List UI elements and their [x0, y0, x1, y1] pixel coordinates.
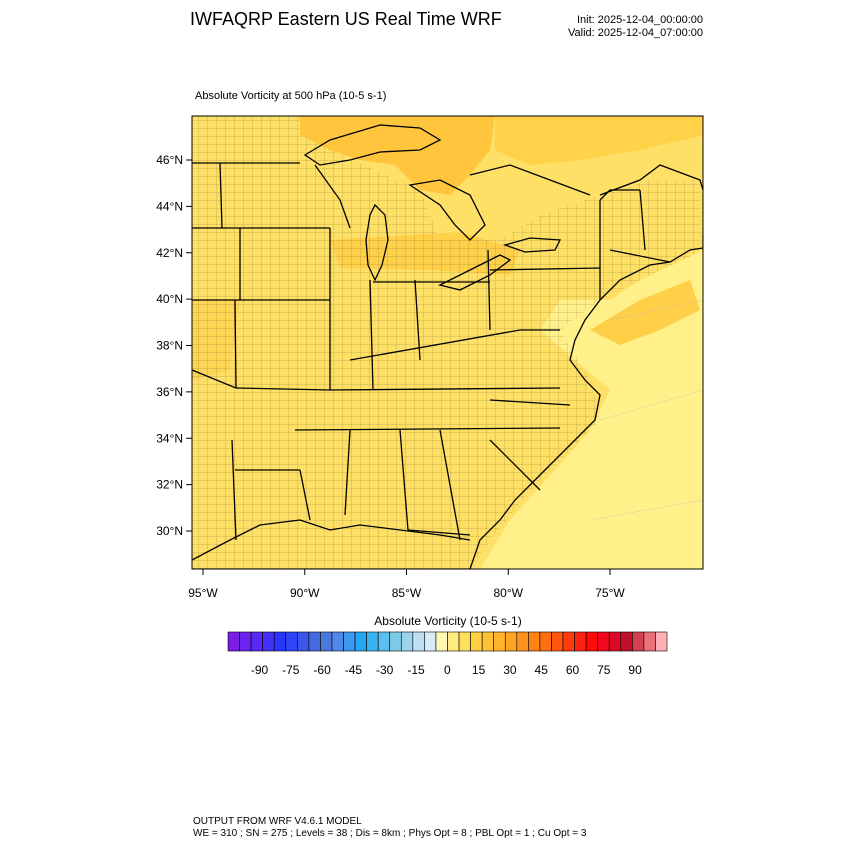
- colorbar-swatch: [273, 631, 287, 652]
- lake-superior: [303, 124, 442, 166]
- colorbar-swatch: [562, 631, 575, 652]
- vorticity-max-north: [300, 116, 495, 195]
- colorbar-swatch: [620, 631, 633, 652]
- lake-erie: [438, 254, 512, 291]
- colorbar-tick-label: 75: [597, 663, 611, 677]
- colorbar-swatch: [343, 631, 356, 652]
- colorbar-swatch: [481, 631, 495, 652]
- coastlines: [192, 164, 703, 569]
- colorbar-swatch: [585, 631, 598, 652]
- state-borders: [192, 162, 671, 541]
- colorbar-swatch: [400, 631, 414, 652]
- lon-label: 75°W: [595, 586, 625, 600]
- colorbar-swatch: [389, 631, 402, 652]
- footer-config: WE = 310 ; SN = 275 ; Levels = 38 ; Dis …: [193, 828, 587, 839]
- lat-label: 42°N: [156, 246, 183, 260]
- colorbar-swatch: [493, 631, 506, 652]
- colorbar-swatch: [262, 631, 275, 652]
- colorbar-tick-label: -75: [282, 663, 300, 677]
- map-plot-area: [192, 116, 703, 569]
- colorbar-swatch: [574, 631, 587, 652]
- graticule: [589, 299, 703, 521]
- colorbar-swatch: [377, 631, 391, 652]
- colorbar-swatch: [551, 631, 564, 652]
- lat-label: 44°N: [156, 199, 183, 213]
- lat-label: 34°N: [156, 431, 183, 445]
- colorbar-tick-label: 15: [472, 663, 486, 677]
- vorticity-max-ne: [495, 116, 703, 165]
- colorbar-swatch: [424, 631, 437, 652]
- colorbar-tick-label: -30: [376, 663, 394, 677]
- colorbar-swatch: [470, 631, 483, 652]
- colorbar-swatch: [516, 631, 529, 652]
- colorbar-swatch: [227, 631, 240, 652]
- lake-huron: [408, 179, 486, 241]
- colorbar-swatch: [458, 631, 471, 652]
- colorbar-swatch: [320, 631, 333, 652]
- colorbar-tick-label: -15: [407, 663, 425, 677]
- lat-label: 36°N: [156, 385, 183, 399]
- colorbar-swatch: [435, 631, 448, 652]
- colorbar-swatch: [632, 631, 645, 652]
- colorbar-swatch: [447, 631, 460, 652]
- colorbar-tick-label: 60: [566, 663, 580, 677]
- lake-ontario: [502, 237, 562, 253]
- colorbar-tick-label: 90: [628, 663, 642, 677]
- colorbar-swatch: [297, 631, 310, 652]
- colorbar-swatch: [250, 631, 263, 652]
- colorbar-swatch: [285, 631, 298, 652]
- colorbar-tick-labels: -90 -75 -60 -45 -30 -15 0 15 30 45 60 75 90: [251, 663, 642, 677]
- longitude-axis: 95°W 90°W 85°W 80°W 75°W: [188, 569, 625, 600]
- colorbar-swatch: [239, 631, 252, 652]
- map-frame: [191, 115, 704, 570]
- lat-label: 32°N: [156, 478, 183, 492]
- colorbar-tick-label: -90: [251, 663, 269, 677]
- colorbar: [227, 631, 668, 652]
- lon-label: 85°W: [392, 586, 422, 600]
- colorbar-swatch: [331, 631, 344, 652]
- lon-label: 80°W: [494, 586, 524, 600]
- lake-michigan: [365, 203, 389, 282]
- lat-label: 38°N: [156, 339, 183, 353]
- main-title: IWFAQRP Eastern US Real Time WRF: [190, 9, 502, 29]
- lon-label: 90°W: [290, 586, 320, 600]
- colorbar-swatch: [308, 631, 321, 652]
- colorbar-tick-label: 45: [535, 663, 549, 677]
- lat-label: 30°N: [156, 524, 183, 538]
- colorbar-tick-label: -45: [345, 663, 363, 677]
- colorbar-swatch: [539, 631, 552, 652]
- lon-label: 95°W: [188, 586, 218, 600]
- lat-label: 40°N: [156, 292, 183, 306]
- footer-model: OUTPUT FROM WRF V4.6.1 MODEL: [193, 816, 362, 827]
- colorbar-swatch: [366, 631, 379, 652]
- colorbar-swatch: [643, 631, 656, 652]
- colorbar-swatch: [354, 631, 367, 652]
- colorbar-tick-label: -60: [313, 663, 331, 677]
- colorbar-swatch: [412, 631, 425, 652]
- valid-time: Valid: 2025-12-04_07:00:00: [568, 27, 703, 39]
- colorbar-tick-label: 30: [503, 663, 517, 677]
- init-time: Init: 2025-12-04_00:00:00: [577, 14, 703, 26]
- latitude-axis: 46°N 44°N 42°N 40°N 38°N 36°N 34°N 32°N 30°N: [156, 153, 192, 538]
- colorbar-swatch: [597, 631, 610, 652]
- colorbar-tick-label: 0: [444, 663, 451, 677]
- colorbar-swatch: [504, 631, 518, 652]
- colorbar-swatch: [655, 631, 668, 652]
- colorbar-title: Absolute Vorticity (10-5 s-1): [374, 614, 522, 628]
- colorbar-swatch: [528, 631, 541, 652]
- colorbar-swatch: [608, 631, 622, 652]
- map-title: Absolute Vorticity at 500 hPa (10-5 s-1): [195, 90, 387, 102]
- lat-label: 46°N: [156, 153, 183, 167]
